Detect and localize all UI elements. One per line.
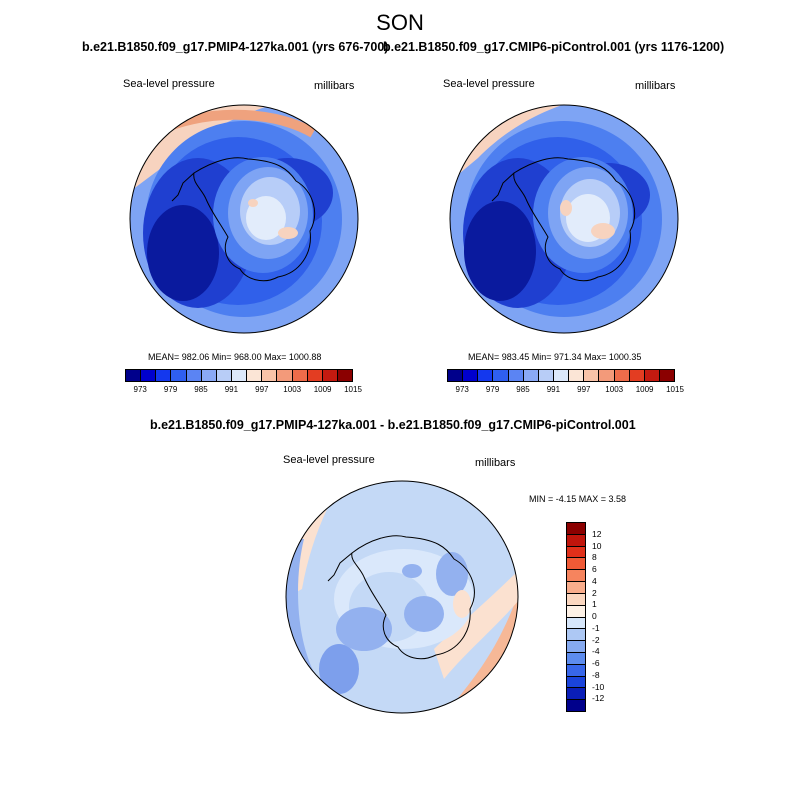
colorbar-label: -4	[592, 646, 600, 657]
panel-2-stats: MEAN= 983.45 Min= 971.34 Max= 1000.35	[468, 352, 642, 362]
panel-1-variable: Sea-level pressure	[123, 78, 215, 90]
panel-2-units: millibars	[635, 80, 676, 92]
colorbar-swatch	[567, 570, 585, 583]
colorbar-swatch	[337, 370, 353, 381]
colorbar-swatch	[629, 370, 645, 381]
colorbar-swatch	[538, 370, 554, 381]
colorbar-swatch	[201, 370, 217, 381]
colorbar-swatch	[567, 664, 585, 677]
diff-variable: Sea-level pressure	[283, 454, 375, 466]
colorbar-label: -1	[592, 622, 600, 633]
colorbar-swatch	[584, 370, 600, 381]
colorbar-label: -12	[592, 693, 605, 704]
colorbar-swatch	[216, 370, 232, 381]
colorbar-label: -6	[592, 658, 600, 668]
colorbar-swatch	[493, 370, 509, 381]
colorbar-label: 997	[255, 385, 269, 394]
colorbar-label: 1	[592, 599, 597, 610]
diff-map	[285, 480, 519, 714]
colorbar-label: 6	[592, 564, 597, 574]
colorbar-swatch	[567, 523, 585, 535]
colorbar-swatch	[659, 370, 675, 381]
colorbar-label: 1003	[605, 385, 624, 394]
panel-1-map	[129, 104, 359, 334]
panel-2-colorbar: 973 979 985 991 997 1003 1009 1015	[447, 369, 684, 394]
colorbar-label: 979	[163, 385, 178, 394]
colorbar-swatch	[322, 370, 338, 381]
panel-1-units: millibars	[314, 80, 355, 92]
colorbar-swatch	[567, 546, 585, 559]
colorbar-label: 1009	[313, 385, 332, 394]
colorbar-swatch	[156, 370, 172, 381]
colorbar-swatch	[292, 370, 308, 381]
colorbar-label: 973	[133, 385, 147, 394]
panel-1-colorbar: 973 979 985 991 997 1003 1009 1015	[125, 369, 362, 394]
colorbar-swatch	[141, 370, 157, 381]
colorbar-label: 1003	[283, 385, 302, 394]
panel-1-title: b.e21.B1850.f09_g17.PMIP4-127ka.001 (yrs…	[82, 40, 389, 54]
colorbar-label: 0	[592, 611, 597, 621]
panel-2-map	[449, 104, 679, 334]
colorbar-swatch	[567, 558, 585, 571]
colorbar-swatch	[567, 629, 585, 642]
colorbar-label: 985	[516, 385, 530, 394]
colorbar-swatch	[567, 652, 585, 665]
colorbar-swatch	[567, 593, 585, 606]
colorbar-label: 12	[592, 528, 602, 539]
diff-minmax: MIN = -4.15 MAX = 3.58	[529, 494, 627, 504]
colorbar-label: 973	[455, 385, 469, 394]
colorbar-swatch	[614, 370, 630, 381]
colorbar-label: 1009	[635, 385, 654, 394]
panel-2-variable: Sea-level pressure	[443, 78, 535, 90]
panel-1-stats: MEAN= 982.06 Min= 968.00 Max= 1000.88	[148, 352, 322, 362]
colorbar-label: 8	[592, 552, 597, 563]
colorbar-label: 985	[194, 385, 208, 394]
colorbar-swatch	[644, 370, 660, 381]
colorbar-swatch	[307, 370, 323, 381]
colorbar-swatch	[569, 370, 585, 381]
colorbar-label: 991	[224, 385, 239, 394]
colorbar-label: 1015	[666, 385, 684, 394]
colorbar-swatch	[567, 582, 585, 594]
colorbar-swatch	[599, 370, 615, 381]
panel-2-title: b.e21.B1850.f09_g17.CMIP6-piControl.001 …	[383, 40, 725, 54]
colorbar-swatch	[567, 700, 585, 711]
colorbar-label: 1015	[344, 385, 362, 394]
colorbar-swatch	[567, 534, 585, 547]
colorbar-label: 4	[592, 575, 597, 586]
colorbar-swatch	[567, 641, 585, 653]
colorbar-label: 991	[546, 385, 561, 394]
colorbar-swatch	[448, 370, 464, 381]
colorbar-label: 997	[577, 385, 591, 394]
colorbar-swatch	[171, 370, 187, 381]
colorbar-label: -2	[592, 634, 600, 645]
colorbar-swatch	[186, 370, 202, 381]
colorbar-swatch	[247, 370, 263, 381]
colorbar-label: 10	[592, 540, 602, 551]
colorbar-swatch	[508, 370, 524, 381]
colorbar-swatch	[463, 370, 479, 381]
colorbar-swatch	[567, 617, 585, 630]
colorbar-swatch	[553, 370, 570, 381]
colorbar-swatch	[523, 370, 539, 381]
colorbar-swatch	[126, 370, 142, 381]
colorbar-label: -8	[592, 669, 600, 680]
colorbar-label: 979	[485, 385, 500, 394]
diff-title: b.e21.B1850.f09_g17.PMIP4-127ka.001 - b.…	[150, 418, 636, 432]
diff-colorbar: 12 10 8 6 4 2 1 0 -1 -2 -4 -6 -8 -10 -12	[566, 522, 604, 712]
colorbar-swatch	[277, 370, 293, 381]
colorbar-swatch	[567, 688, 585, 701]
colorbar-swatch	[478, 370, 494, 381]
colorbar-swatch	[567, 605, 585, 618]
season-title: SON	[376, 10, 424, 35]
colorbar-swatch	[262, 370, 278, 381]
colorbar-label: 2	[592, 587, 597, 598]
colorbar-label: -10	[592, 681, 605, 692]
diff-units: millibars	[475, 457, 516, 469]
colorbar-swatch	[567, 676, 585, 689]
colorbar-swatch	[231, 370, 248, 381]
